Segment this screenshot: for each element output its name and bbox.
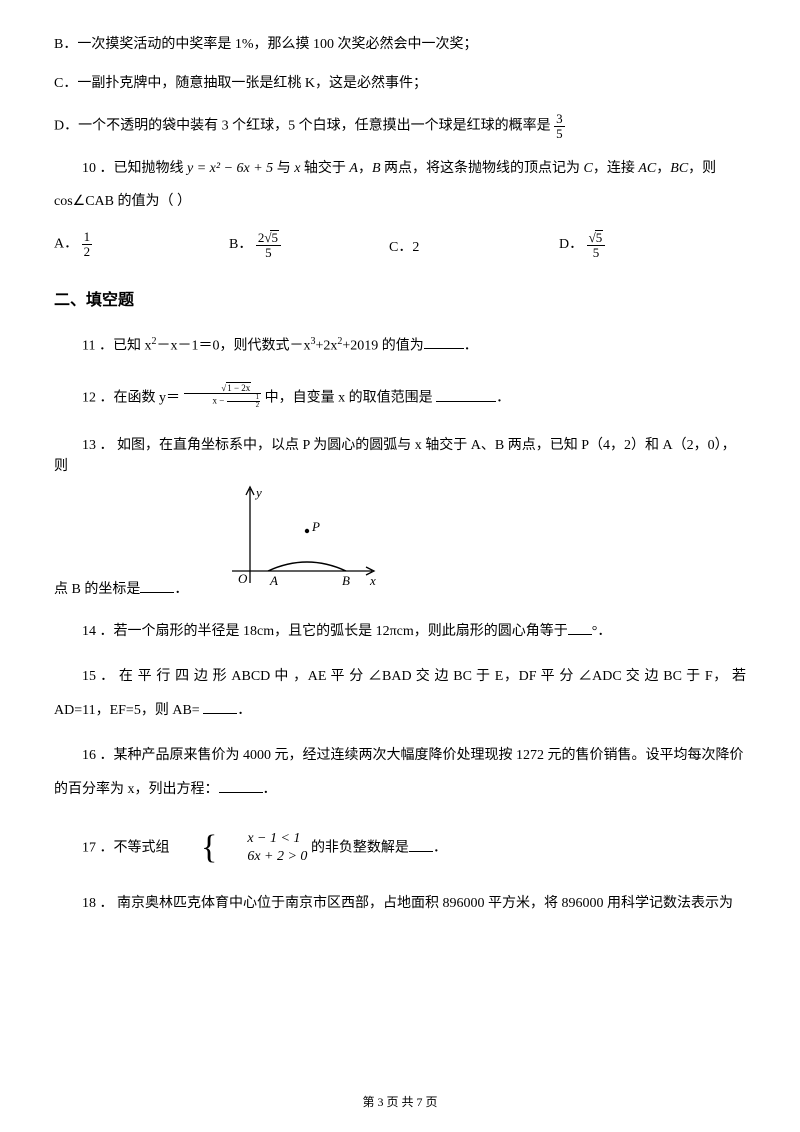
frac-sqrt5-5: 5 5: [587, 230, 606, 259]
q16-blank: [219, 778, 263, 793]
q15-dot: ．: [237, 703, 251, 718]
q11-dot: ．: [464, 338, 478, 353]
q10-cos: cos∠CAB: [54, 194, 114, 209]
section-fill-blank: 二、填空题: [54, 286, 746, 310]
page-container: B．一次摸奖活动的中奖率是 1%，那么摸 100 次奖必然会中一次奖； C．一副…: [0, 0, 800, 1132]
question-11: 11 ．已知 x2－x－1＝0，则代数式－x3+2x2+2019 的值为．: [54, 334, 746, 357]
choice-a-label: A．: [54, 237, 78, 252]
question-13-line2: 点 B 的坐标是 ． P y O A B x: [54, 483, 746, 600]
q10-t2: 轴交于: [300, 161, 349, 176]
page-footer: 第 3 页 共 7 页: [0, 1093, 800, 1110]
coordinate-graph: P y O A B x: [222, 483, 382, 593]
q13-dot: ．: [174, 582, 188, 597]
q12-fraction: √1 − 2x x − 12: [184, 384, 262, 409]
question-10: 10 ．已知抛物线 y = x² − 6x + 5 与 x 轴交于 A，B 两点…: [54, 158, 746, 179]
choice-b: B． 25 5: [229, 230, 389, 259]
q17-pre: 17 ．不等式组: [82, 841, 170, 856]
choice-a: A． 12: [54, 230, 229, 259]
q15-blank: [203, 699, 237, 714]
q10-A: A: [349, 161, 358, 176]
q17-blank: [409, 837, 433, 852]
q12-pre: 12 ．在函数 y＝: [82, 391, 180, 406]
q16-l2-pre: 的百分率为 x，列出方程：: [54, 782, 219, 797]
q10-t7: ，则: [688, 161, 716, 176]
q11-blank: [424, 334, 464, 349]
q10-BC: BC: [670, 161, 688, 176]
q10-C: C: [584, 161, 593, 176]
q10-tail: 的值为（ ）: [114, 194, 191, 209]
q10-choices: A． 12 B． 25 5 C．2 D． 5 5: [54, 230, 746, 259]
question-18: 18 ． 南京奥林匹克体育中心位于南京市区西部，占地面积 896000 平方米，…: [54, 893, 746, 914]
question-16-line2: 的百分率为 x，列出方程： ．: [54, 778, 746, 800]
q10-equation: y = x² − 6x + 5: [187, 161, 273, 176]
question-15-line2: AD=11，EF=5，则 AB= ．: [54, 699, 746, 721]
q12-dot: ．: [496, 391, 510, 406]
q14-deg: °．: [592, 624, 612, 639]
q10-t3: ，: [358, 161, 372, 176]
q13-figure: P y O A B x: [222, 483, 382, 600]
q10-prefix: 10 ．已知抛物线: [82, 161, 187, 176]
fig-label-A: A: [269, 573, 278, 588]
option-c: C．一副扑克牌中，随意抽取一张是红桃 K，这是必然事件；: [54, 73, 746, 94]
question-17: 17 ．不等式组 { x − 1 < 1 6x + 2 > 0 的非负整数解是 ．: [54, 830, 746, 866]
q17-tail: 的非负整数解是: [311, 841, 409, 856]
choice-b-label: B．: [229, 237, 252, 252]
question-12: 12 ．在函数 y＝ √1 − 2x x − 12 中，自变量 x 的取值范围是…: [54, 384, 746, 409]
q12-blank: [436, 387, 496, 402]
q14-blank: [568, 620, 592, 635]
q11-tail: +2019 的值为: [342, 338, 423, 353]
q11-mid: －x－1＝0，则代数式－x: [156, 338, 310, 353]
q13-blank: [140, 578, 174, 593]
q11-mid2: +2x: [315, 338, 337, 353]
left-brace-icon: {: [173, 831, 217, 865]
fig-label-y: y: [254, 485, 262, 500]
question-14: 14 ．若一个扇形的半径是 18cm，且它的弧长是 12πcm，则此扇形的圆心角…: [54, 620, 746, 642]
inequality-system: { x − 1 < 1 6x + 2 > 0: [173, 830, 307, 866]
q10-t4: 两点，将这条抛物线的顶点记为: [381, 161, 584, 176]
fraction-3-5: 35: [554, 112, 565, 140]
q16-dot: ．: [263, 782, 277, 797]
q15-l2-pre: AD=11，EF=5，则 AB=: [54, 703, 203, 718]
q10-t5: ，连接: [593, 161, 639, 176]
ineq-line1: x − 1 < 1: [219, 830, 307, 848]
choice-c: C．2: [389, 230, 559, 259]
option-d-text: D．一个不透明的袋中装有 3 个红球，5 个白球，任意摸出一个球是红球的概率是: [54, 118, 551, 133]
question-16-line1: 16 ．某种产品原来售价为 4000 元，经过连续两次大幅度降价处理现按 127…: [54, 745, 746, 766]
ineq-line2: 6x + 2 > 0: [219, 848, 307, 866]
fig-label-P: P: [311, 519, 320, 534]
option-d: D．一个不透明的袋中装有 3 个红球，5 个白球，任意摸出一个球是红球的概率是 …: [54, 112, 746, 140]
q14-pre: 14 ．若一个扇形的半径是 18cm，且它的弧长是 12πcm，则此扇形的圆心角…: [82, 624, 568, 639]
frac-1-2: 12: [82, 230, 93, 258]
q10-AC: AC: [638, 161, 656, 176]
choice-d-label: D．: [559, 237, 583, 252]
fig-label-O: O: [238, 571, 248, 586]
fig-label-x: x: [369, 573, 376, 588]
q13-tail-pre: 点 B 的坐标是: [54, 582, 140, 597]
question-15-line1: 15 ． 在 平 行 四 边 形 ABCD 中 ，AE 平 分 ∠BAD 交 边…: [54, 666, 746, 687]
q10-t6: ，: [656, 161, 670, 176]
q12-mid: 中，自变量 x 的取值范围是: [265, 391, 433, 406]
question-10-line2: cos∠CAB 的值为（ ）: [54, 191, 746, 212]
q17-dot: ．: [433, 841, 447, 856]
option-b: B．一次摸奖活动的中奖率是 1%，那么摸 100 次奖必然会中一次奖；: [54, 34, 746, 55]
question-13-line1: 13 ． 如图，在直角坐标系中，以点 P 为圆心的圆弧与 x 轴交于 A、B 两…: [54, 435, 746, 477]
choice-d: D． 5 5: [559, 230, 699, 259]
frac-2sqrt5-5: 25 5: [256, 230, 281, 259]
fig-label-B: B: [342, 573, 350, 588]
choice-c-label: C．2: [389, 240, 419, 255]
q10-B: B: [372, 161, 381, 176]
q11-pre: 11 ．已知 x: [82, 338, 151, 353]
q10-t1: 与: [273, 161, 294, 176]
